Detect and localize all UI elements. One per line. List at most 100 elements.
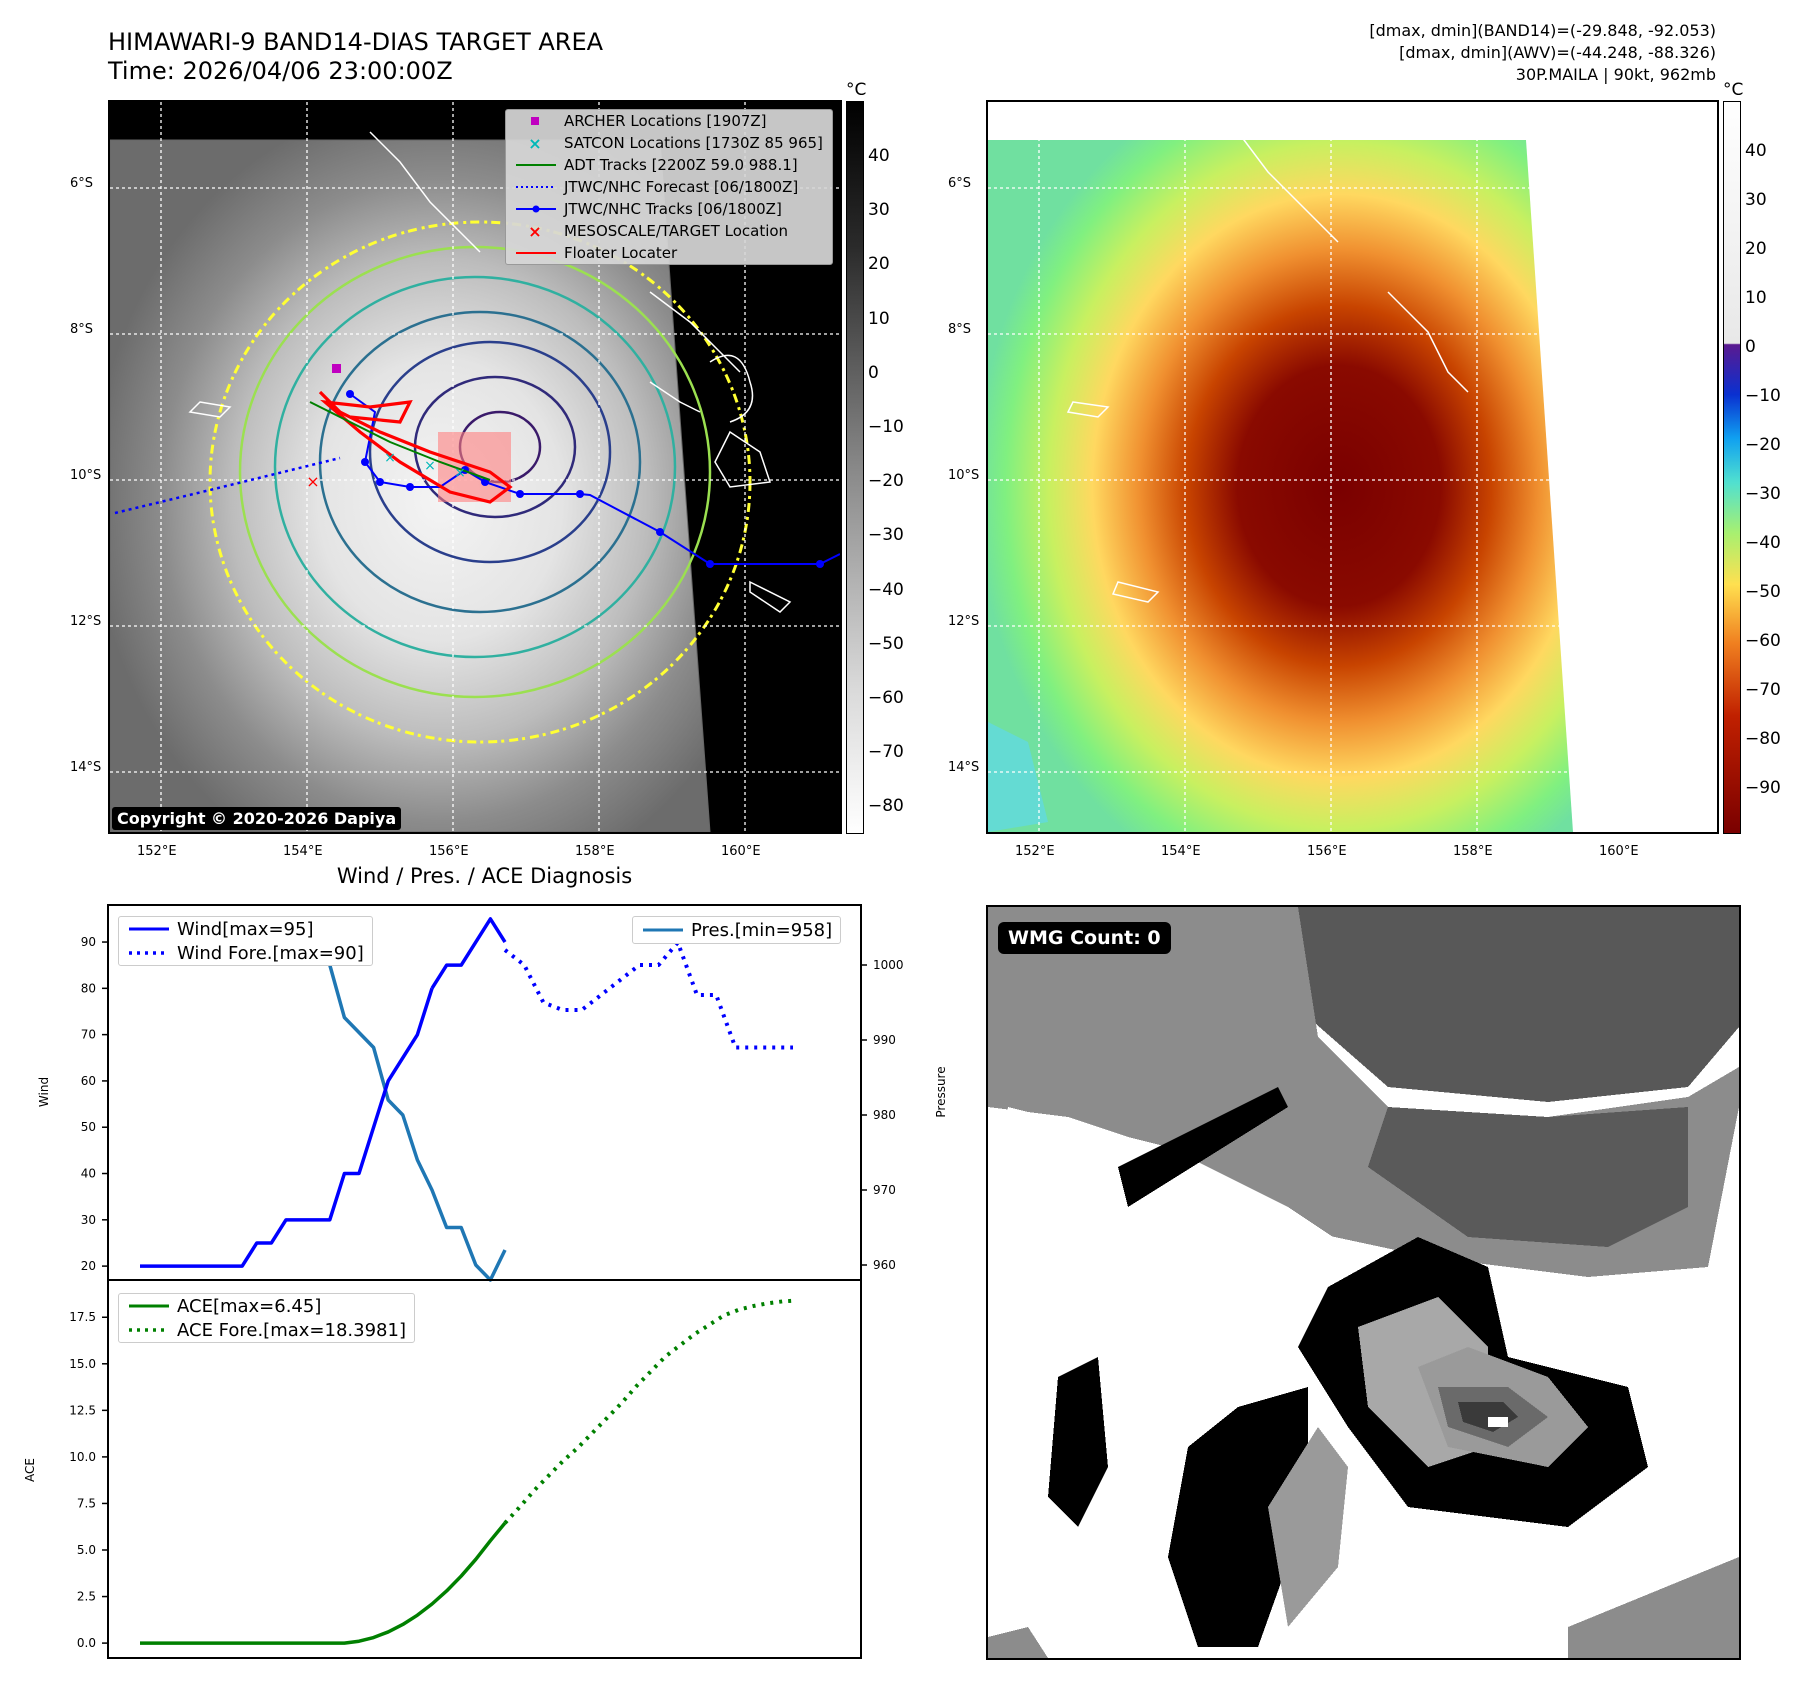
svg-text:×: × [528, 222, 541, 240]
map-legend-label: ADT Tracks [2200Z 59.0 988.1] [564, 156, 798, 174]
lon-label: 152°E [137, 844, 177, 859]
wind-line [140, 987, 434, 1268]
svg-text:×: × [528, 134, 541, 152]
page-title: HIMAWARI-9 BAND14-DIAS TARGET AREA [108, 28, 604, 56]
pressure-axis-label: Pressure [934, 1066, 948, 1117]
wind-pressure-chart: 20 30 40 50 60 70 80 90 960 970 980 990 1000 [81, 904, 904, 1282]
lat-label: 6°S [70, 176, 94, 191]
map-legend-item: JTWC/NHC Forecast [06/1800Z] [506, 176, 832, 198]
lon-label: 152°E [1015, 844, 1055, 859]
colorbar-tick: −10 [1745, 386, 1781, 406]
pressure-tick-label: 1000 [873, 958, 904, 972]
ace-tick-label: 15.0 [69, 1357, 96, 1371]
lat-label: 12°S [70, 614, 102, 629]
colorbar-tick: −80 [1745, 729, 1781, 749]
wind-tick-label: 20 [81, 1259, 96, 1273]
map-legend-swatch [531, 117, 539, 125]
ace-tick-label: 10.0 [69, 1450, 96, 1464]
wind-legend-label: Wind[max=95] [177, 918, 314, 940]
ace-fore-legend-swatch [129, 1328, 169, 1332]
ace-legend-label: ACE[max=6.45] [177, 1295, 322, 1317]
ace-tick-label: 12.5 [69, 1403, 96, 1417]
lon-label: 154°E [1161, 844, 1201, 859]
ace-tick-label: 2.5 [77, 1590, 96, 1604]
map-legend-label: Floater Locater [564, 244, 678, 262]
lat-label: 6°S [948, 176, 972, 191]
copyright-badge: Copyright © 2020-2026 Dapiya [112, 807, 402, 830]
pressure-tick-label: 980 [873, 1108, 896, 1122]
colorbar-tick: 30 [868, 200, 890, 221]
map-legend-item: ARCHER Locations [1907Z] [506, 110, 832, 132]
colorbar-tick: −70 [1745, 680, 1781, 700]
lon-label: 158°E [575, 844, 615, 859]
svg-text:×: × [384, 450, 396, 466]
lon-label: 156°E [1307, 844, 1347, 859]
colorbar-tick: −60 [1745, 631, 1781, 651]
map-legend-label: MESOSCALE/TARGET Location [564, 222, 789, 240]
ace-legend-swatch [129, 1304, 169, 1308]
color-colorbar-unit: °C [1723, 80, 1744, 100]
svg-text:×: × [454, 465, 466, 481]
map-legend-item: × MESOSCALE/TARGET Location [506, 220, 832, 242]
ir-map-panel: × × × × Copyright © 2020-2026 Dapiya [108, 100, 842, 834]
colorbar-tick: −50 [868, 633, 904, 654]
pressure-legend: Pres.[min=958] [632, 916, 842, 944]
ace-tick-label: 7.5 [77, 1496, 96, 1510]
map-legend-item: × SATCON Locations [1730Z 85 965] [506, 132, 832, 154]
wind-line-continued [430, 917, 507, 990]
map-legend: ARCHER Locations [1907Z] × SATCON Location… [505, 109, 833, 265]
ace-tick-label: 0.0 [77, 1636, 96, 1650]
ace-chart: 0.0 2.5 5.0 7.5 10.0 12.5 15.0 17.5 [69, 1279, 862, 1659]
map-legend-label: SATCON Locations [1730Z 85 965] [564, 134, 823, 152]
ace-tick-label: 17.5 [69, 1310, 96, 1324]
colorbar-tick: −30 [1745, 484, 1781, 504]
colorbar-tick: 10 [1745, 288, 1767, 308]
colorbar-tick: 20 [868, 254, 890, 275]
colorbar-tick: −30 [868, 525, 904, 546]
lat-label: 8°S [948, 322, 972, 337]
colorbar-tick: 20 [1745, 239, 1767, 259]
jtwc-track-points [346, 390, 824, 568]
lon-label: 156°E [429, 844, 469, 859]
colorbar-tick: −20 [1745, 435, 1781, 455]
lon-label: 154°E [283, 844, 323, 859]
map-legend-item: Floater Locater [506, 242, 832, 264]
pressure-legend-swatch [643, 928, 683, 932]
ace-tick-label: 5.0 [77, 1543, 96, 1557]
lat-label: 12°S [948, 614, 980, 629]
storm-info: 30P.MAILA | 90kt, 962mb [1515, 65, 1716, 84]
wmg-panel: WMG Count: 0 [986, 905, 1741, 1660]
colorbar-tick: −70 [868, 742, 904, 763]
ace-fore-legend-label: ACE Fore.[max=18.3981] [177, 1319, 406, 1341]
lat-label: 14°S [948, 760, 980, 775]
wind-legend: Wind[max=95] Wind Fore.[max=90] [118, 916, 373, 966]
pressure-tick-label: 970 [873, 1183, 896, 1197]
ace-forecast-line [503, 1298, 798, 1525]
wind-tick-label: 70 [81, 1028, 96, 1042]
gray-colorbar [846, 101, 864, 834]
band-range-info: [dmax, dmin](BAND14)=(-29.848, -92.053) [1369, 21, 1716, 40]
wmg-image [988, 907, 1739, 1658]
colorbar-tick: −60 [868, 688, 904, 708]
map-legend-swatch: × [528, 134, 541, 152]
lat-label: 10°S [70, 468, 102, 483]
colorbar-tick: −40 [1745, 533, 1781, 553]
diagnosis-title: Wind / Pres. / ACE Diagnosis [336, 864, 633, 888]
colorbar-tick: −80 [868, 796, 904, 817]
map-legend-label: JTWC/NHC Tracks [06/1800Z] [564, 200, 782, 218]
wind-tick-label: 90 [81, 935, 96, 949]
time-label: Time: 2026/04/06 23:00:00Z [108, 57, 453, 85]
wind-tick-label: 40 [81, 1167, 96, 1181]
wind-tick-label: 50 [81, 1120, 96, 1134]
map-legend-swatch [516, 205, 556, 213]
ace-legend: ACE[max=6.45] ACE Fore.[max=18.3981] [118, 1293, 415, 1343]
colorbar-tick: 40 [868, 146, 890, 166]
map-legend-swatch [516, 164, 556, 166]
map-legend-label: JTWC/NHC Forecast [06/1800Z] [564, 178, 799, 196]
adt-track [309, 401, 491, 481]
colorbar-tick: −50 [1745, 582, 1781, 602]
colorbar-tick: 30 [1745, 190, 1767, 210]
colorbar-tick: −10 [868, 417, 904, 437]
wind-tick-label: 80 [81, 981, 96, 995]
map-legend-swatch [516, 252, 556, 254]
